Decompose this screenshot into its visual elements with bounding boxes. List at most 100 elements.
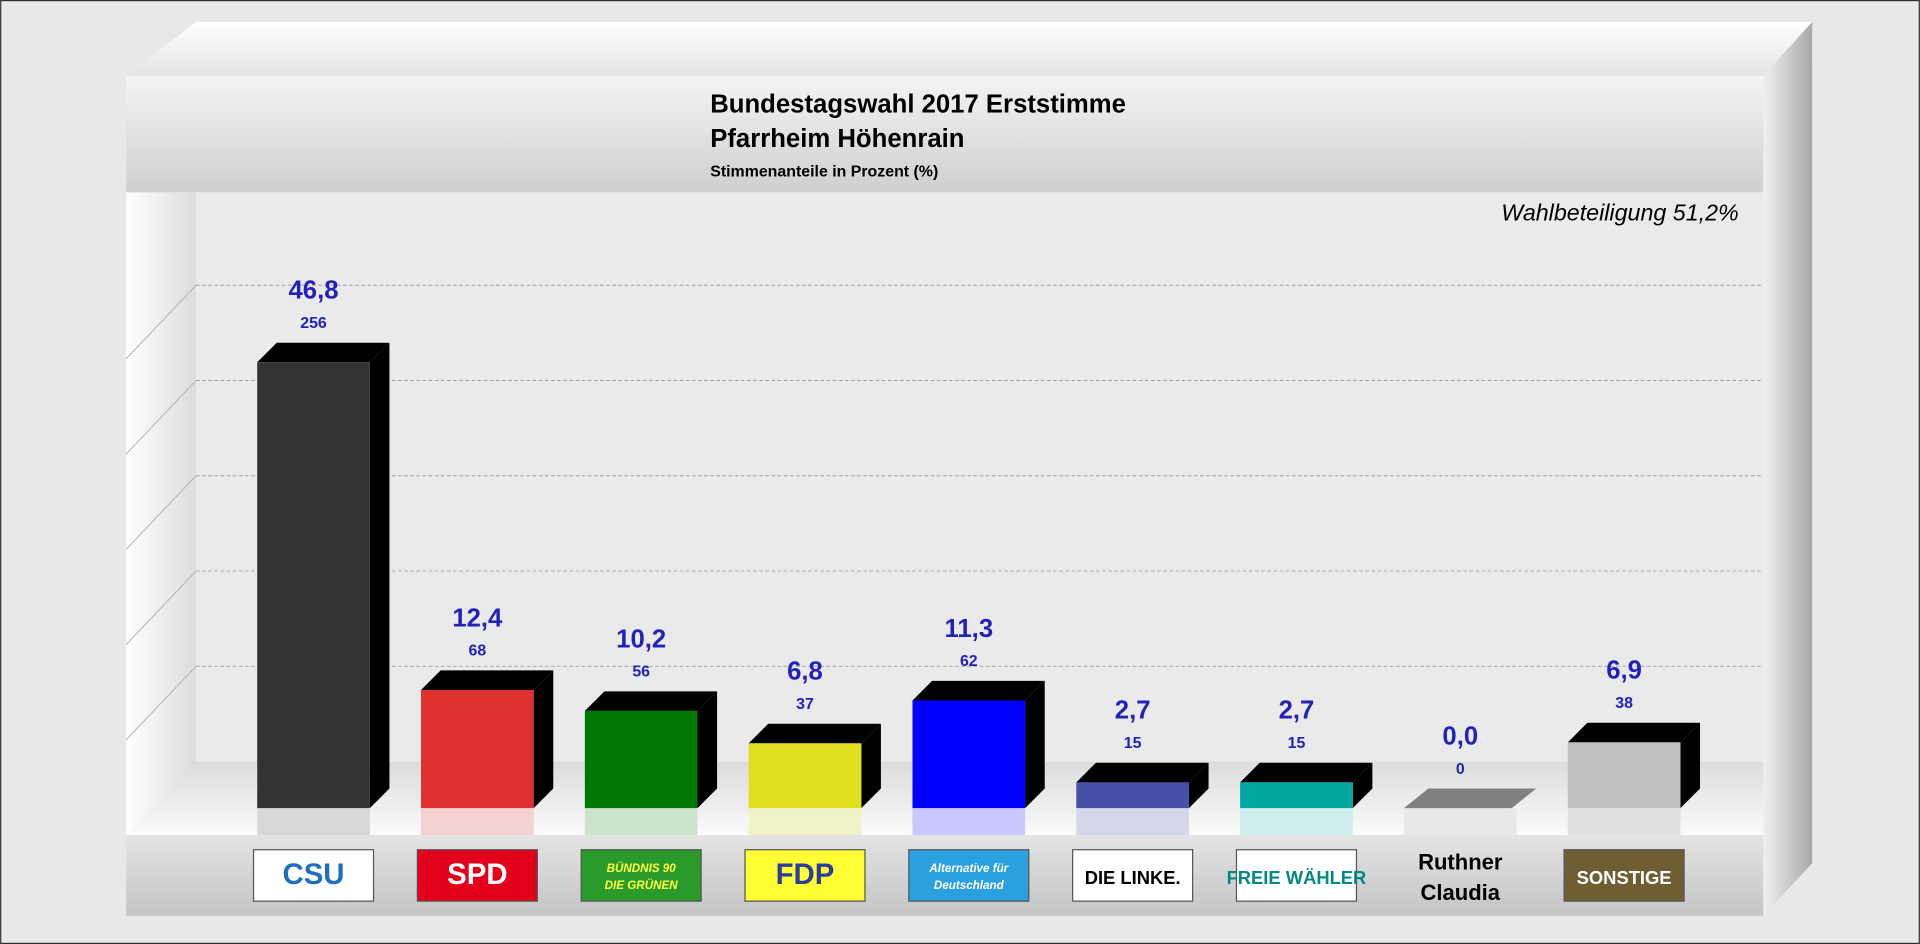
logo-box [416, 849, 538, 902]
gridline-wall [125, 284, 197, 360]
bar-side-face [861, 723, 881, 809]
bar-top-face [1240, 762, 1373, 783]
bar-front [584, 710, 698, 809]
bar-4: 11,3 62 [912, 615, 1045, 836]
bar-front [1076, 782, 1189, 809]
logo-text: SPD [447, 858, 507, 891]
bar-side-face [1680, 722, 1701, 809]
logo-text: Deutschland [934, 879, 1005, 892]
category-logo-1: SPD [416, 849, 538, 902]
bar-top-face [1403, 788, 1537, 809]
bar-top-face [912, 680, 1045, 701]
bar-6: 2,7 15 [1240, 697, 1373, 836]
category-logo-5: DIE LINKE. [1072, 849, 1194, 902]
bar-side-face [1025, 680, 1045, 809]
logo-text: Alternative für [928, 862, 1009, 875]
value-label: 0,0 [1442, 722, 1478, 750]
bar-reflection [421, 808, 534, 836]
bar-reflection [257, 808, 370, 836]
logo-box [744, 849, 866, 902]
votes-label: 62 [960, 653, 978, 670]
bar-reflection [1567, 808, 1681, 836]
votes-label: 56 [632, 664, 650, 681]
logo-box [1235, 849, 1358, 902]
logo-text: BÜNDNIS 90 [607, 862, 677, 875]
logo-box [1072, 849, 1194, 902]
category-logo-3: FDP [744, 849, 866, 902]
turnout-annotation: Wahlbeteiligung 51,2% [1501, 199, 1738, 225]
chart-title: Bundestagswahl 2017 Erststimme [710, 91, 1126, 119]
chart-subtitle-units: Stimmenanteile in Prozent (%) [710, 163, 938, 180]
bar-reflection [1240, 808, 1353, 836]
category-logo-6: FREIE WÄHLER [1227, 849, 1367, 902]
gridline-wall [125, 665, 197, 741]
bar-top-face [584, 691, 718, 711]
bar-front [748, 743, 862, 809]
bar-top-face [257, 342, 390, 363]
logo-box [1563, 849, 1685, 902]
value-label: 6,8 [787, 658, 823, 686]
value-label: 12,4 [452, 604, 503, 632]
value-label: 2,7 [1115, 697, 1151, 725]
bar-front [1240, 782, 1353, 809]
value-label: 10,2 [616, 625, 666, 653]
bar-reflection [912, 808, 1026, 836]
bar-front [257, 362, 370, 809]
chart-subtitle: Pfarrheim Höhenrain [710, 125, 964, 153]
bar-front [1567, 742, 1681, 809]
bar-top-face [1567, 722, 1701, 743]
logo-text: SONSTIGE [1577, 867, 1672, 888]
box-right-face [1763, 22, 1813, 916]
logo-box [252, 849, 375, 902]
bar-side-face [533, 670, 554, 809]
category-label: Claudia [1421, 880, 1501, 905]
votes-label: 0 [1456, 761, 1465, 778]
category-logo-2: BÜNDNIS 90 DIE GRÜNEN [580, 849, 702, 902]
value-label: 2,7 [1279, 697, 1315, 725]
bar-top-face [421, 670, 554, 690]
value-label: 46,8 [289, 277, 339, 305]
logo-box [908, 849, 1030, 902]
logo-text: FREIE WÄHLER [1227, 867, 1367, 888]
title-band [126, 75, 1764, 193]
bar-7: 0,00 [1403, 722, 1537, 836]
bar-8: 6,9 38 [1567, 657, 1701, 836]
votes-label: 37 [796, 696, 814, 713]
bar-front [912, 700, 1026, 809]
bar-side-face [1188, 762, 1209, 809]
votes-label: 15 [1288, 735, 1306, 752]
value-label: 6,9 [1606, 657, 1642, 685]
bar-reflection [584, 808, 698, 836]
bar-front [421, 689, 534, 809]
bar-side-face [369, 342, 390, 809]
category-logo-7: Ruthner Claudia [1418, 849, 1503, 905]
bar-top-face [1076, 762, 1209, 783]
category-logo-0: CSU [252, 849, 375, 902]
category-logo-8: SONSTIGE [1563, 849, 1685, 902]
bar-reflection [1403, 808, 1517, 836]
category-label: Ruthner [1418, 849, 1503, 874]
logo-text: FDP [776, 858, 835, 891]
bar-top-face [748, 723, 881, 744]
logo-text: CSU [283, 858, 345, 891]
bar-side-face [697, 691, 718, 809]
bar-reflection [748, 808, 862, 836]
votes-label: 38 [1615, 695, 1633, 712]
logo-text: DIE LINKE. [1085, 867, 1181, 888]
bar-reflection [1076, 808, 1189, 836]
gridline-wall [125, 475, 197, 550]
logo-box [580, 849, 702, 902]
bar-side-face [1352, 762, 1373, 809]
plot-left-wall [126, 192, 196, 836]
box-top-face [126, 22, 1813, 76]
logo-text: DIE GRÜNEN [605, 879, 679, 892]
votes-label: 256 [300, 315, 327, 332]
gridline-wall [125, 380, 197, 455]
category-logo-4: Alternative für Deutschland [908, 849, 1030, 902]
bar-5: 2,7 15 [1076, 697, 1209, 836]
gridline-wall [125, 570, 197, 645]
bar-2: 10,2 56 [584, 625, 718, 836]
bar-0: 46,8 256 [257, 277, 390, 836]
bar-3: 6,8 37 [748, 658, 881, 836]
